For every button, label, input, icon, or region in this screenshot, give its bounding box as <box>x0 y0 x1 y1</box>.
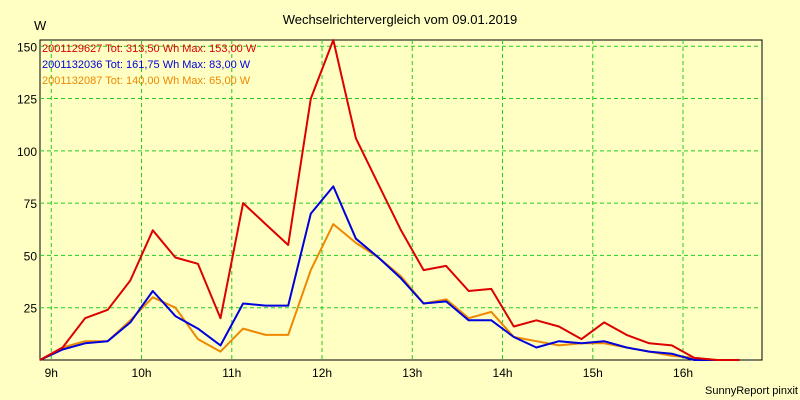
x-tick-label: 9h <box>45 366 58 380</box>
legend-entry: 2001132036 Tot: 161,75 Wh Max: 83,00 W <box>42 59 251 71</box>
x-axis-ticks: 9h 10h 11h 12h 13h 14h 15h 16h <box>45 366 693 380</box>
y-tick-label: 50 <box>24 249 38 263</box>
y-tick-label: 125 <box>17 93 37 107</box>
y-axis-ticks: 25 50 75 100 125 150 <box>17 40 37 315</box>
y-axis-unit-label: W <box>34 18 47 33</box>
series-lines <box>39 39 740 361</box>
x-tick-label: 14h <box>493 366 513 380</box>
x-tick-label: 16h <box>673 366 693 380</box>
x-tick-label: 10h <box>132 366 152 380</box>
plot-frame <box>39 39 763 361</box>
legend-entry: 2001129627 Tot: 313,50 Wh Max: 153,00 W <box>42 43 257 55</box>
legend: 2001129627 Tot: 313,50 Wh Max: 153,00 W 2… <box>42 43 257 87</box>
x-tick-label: 12h <box>312 366 332 380</box>
chart-title: Wechselrichtervergleich vom 09.01.2019 <box>283 12 518 27</box>
legend-entry: 2001132087 Tot: 140,00 Wh Max: 65,00 W <box>42 75 251 87</box>
grid-lines <box>40 40 762 360</box>
y-tick-label: 100 <box>17 145 37 159</box>
series-line-2001132087 <box>39 223 740 361</box>
y-tick-label: 25 <box>24 302 38 316</box>
y-tick-label: 150 <box>17 40 37 54</box>
credit-text: SunnyReport pinxit <box>705 385 798 397</box>
series-line-2001132036 <box>39 185 740 361</box>
series-line-2001129627 <box>39 39 740 361</box>
y-tick-label: 75 <box>24 197 38 211</box>
x-tick-label: 15h <box>583 366 603 380</box>
x-tick-label: 13h <box>402 366 422 380</box>
x-tick-label: 11h <box>222 366 241 380</box>
